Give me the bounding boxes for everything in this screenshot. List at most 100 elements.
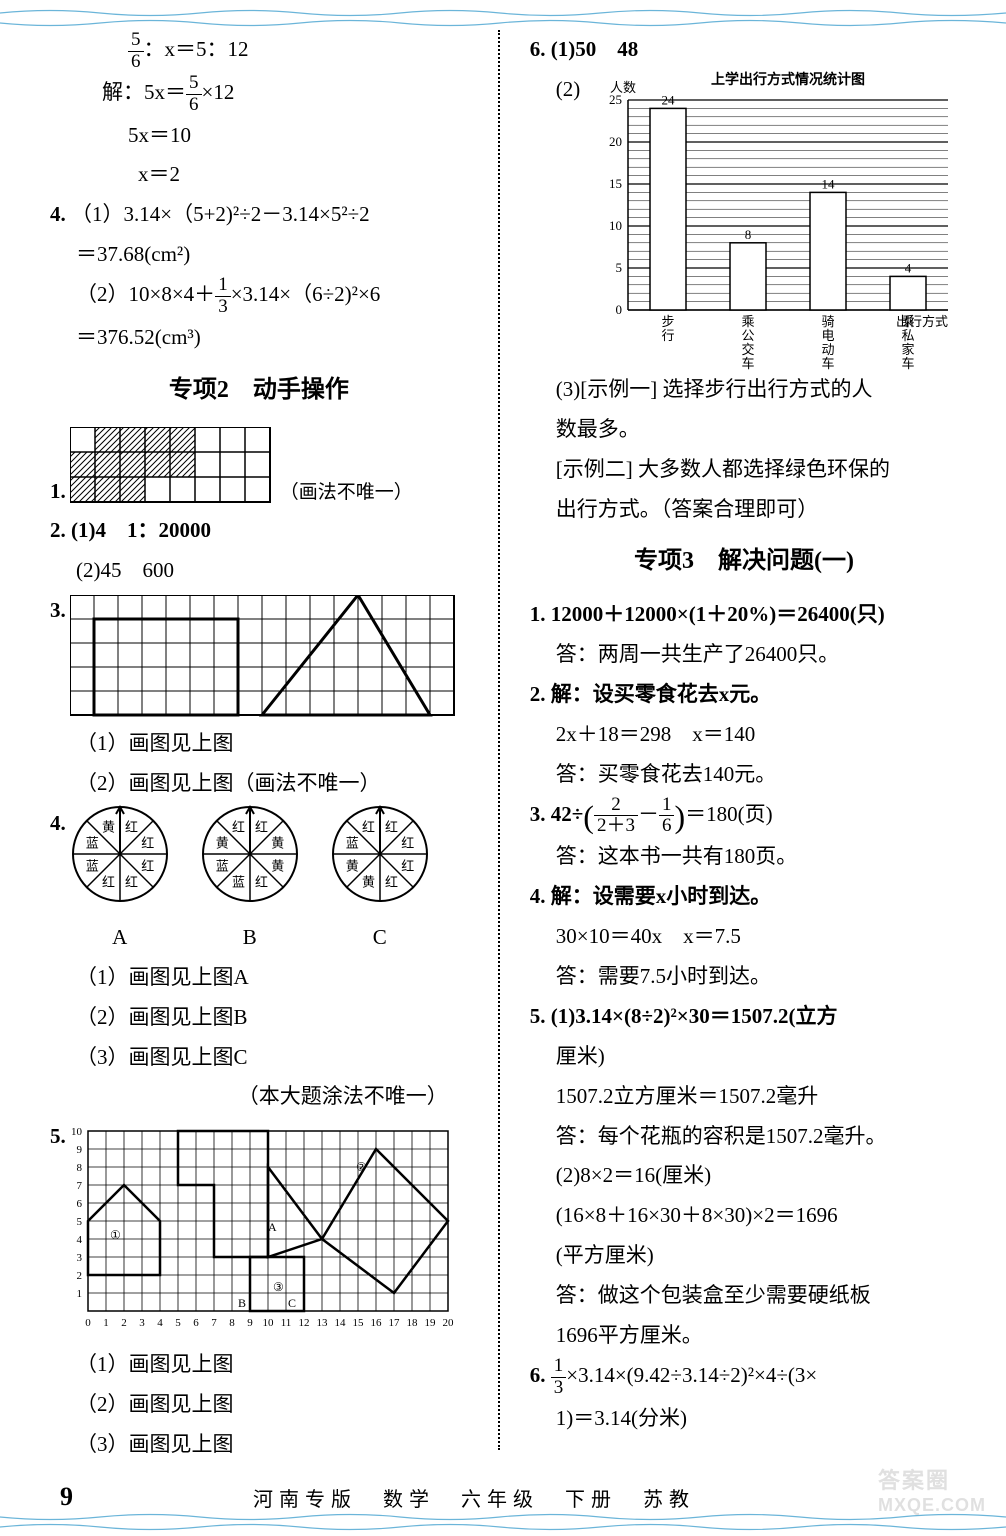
svg-text:9: 9 [76,1144,82,1156]
svg-text:蓝: 蓝 [232,875,245,890]
svg-text:4: 4 [157,1317,163,1329]
s3-q1b: 答：两周一共生产了26400只。 [530,635,959,675]
s3-q2b: 2x＋18＝298 x＝140 [530,715,959,755]
svg-text:黄: 黄 [362,875,375,890]
s3-q4b: 30×10＝40x x＝7.5 [530,917,959,957]
svg-text:25: 25 [609,92,622,107]
svg-text:5: 5 [76,1216,82,1228]
svg-text:8: 8 [76,1162,82,1174]
svg-text:红: 红 [362,819,375,834]
eq1-line: 56：x＝5：12 [50,30,468,73]
svg-text:步: 步 [662,314,675,329]
circle-c: 红红红红黄黄蓝红 [330,804,430,904]
s3-q5e: (2)8×2＝16(厘米) [530,1156,959,1196]
svg-text:C: C [288,1296,296,1310]
svg-text:公: 公 [742,328,755,343]
svg-text:5: 5 [175,1317,181,1329]
s3-q5b: 厘米) [530,1037,959,1077]
page-root: 56：x＝5：12 解：5x＝56×12 5x＝10 x＝2 4. （1）3.1… [0,0,1006,1536]
svg-text:A: A [268,1220,277,1234]
s3-q5f: (16×8＋16×30＋8×30)×2＝1696 [530,1196,959,1236]
svg-text:0: 0 [85,1317,91,1329]
q4-2c: ＝376.52(cm³) [50,318,468,358]
q6-3b: 数最多。 [530,410,959,450]
s3-q5h: 答：做这个包装盒至少需要硬纸板 [530,1276,959,1316]
svg-text:17: 17 [388,1317,400,1329]
svg-text:14: 14 [822,176,836,191]
q6-3d: 出行方式。（答案合理即可） [530,490,959,530]
svg-text:14: 14 [334,1317,346,1329]
svg-text:20: 20 [442,1317,454,1329]
svg-text:10: 10 [71,1126,83,1138]
svg-text:红: 红 [125,875,138,890]
q5-2: （2）画图见上图 [50,1385,468,1425]
content-columns: 56：x＝5：12 解：5x＝56×12 5x＝10 x＝2 4. （1）3.1… [50,30,956,1470]
svg-text:蓝: 蓝 [86,858,99,873]
svg-text:B: B [238,1296,246,1310]
right-column: 6. (1)50 48 (2) 上学出行方式情况统计图人数出行方式0510152… [530,30,959,1470]
label-a: A [70,918,170,958]
svg-text:7: 7 [211,1317,217,1329]
svg-text:5: 5 [616,260,623,275]
svg-text:7: 7 [76,1180,82,1192]
svg-text:1: 1 [76,1288,82,1300]
q4-2a: （2）10×8×4＋13×3.14×（6÷2)²×6 [50,275,468,318]
svg-text:15: 15 [352,1317,364,1329]
s3-q5i: 1696平方厘米。 [530,1316,959,1356]
q4-1a: 4. （1）3.14×（5+2)²÷2－3.14×5²÷2 [50,195,468,235]
svg-text:车: 车 [902,356,915,370]
q2-2: (2)45 600 [50,551,468,591]
svg-text:6: 6 [193,1317,199,1329]
svg-text:0: 0 [616,302,623,317]
svg-text:上学出行方式情况统计图: 上学出行方式情况统计图 [711,71,865,88]
svg-text:私: 私 [902,328,915,343]
svg-text:红: 红 [141,858,154,873]
watermark: 答案圈 MXQE.COM [878,1463,986,1516]
s3-q6a: 6. 13×3.14×(9.42÷3.14÷2)²×4÷(3× [530,1356,959,1399]
q5-1: （1）画图见上图 [50,1345,468,1385]
s3-q3a: 3. 42÷(22＋3－16)＝180(页) [530,795,959,838]
s3-q4c: 答：需要7.5小时到达。 [530,957,959,997]
q6-2-row: (2) 上学出行方式情况统计图人数出行方式051015202524步行8乘公交车… [530,70,959,370]
q1-row: 1. （画法不唯一） [50,423,468,511]
svg-text:20: 20 [609,134,622,149]
q1-grid-figure [70,427,280,507]
svg-text:动: 动 [822,342,835,357]
eq2-line: 解：5x＝56×12 [50,73,468,116]
svg-text:车: 车 [742,356,755,370]
svg-text:行: 行 [662,328,675,343]
column-divider [498,30,500,1450]
bottom-wave-1 [0,1522,1006,1532]
bar-chart: 上学出行方式情况统计图人数出行方式051015202524步行8乘公交车14骑电… [588,70,958,370]
svg-text:黄: 黄 [271,835,284,850]
s3-q5c: 1507.2立方厘米＝1507.2毫升 [530,1077,959,1117]
q3-grid-figure [70,595,460,720]
bottom-wave-2 [0,1512,1006,1522]
svg-text:8: 8 [229,1317,235,1329]
svg-text:家: 家 [902,342,915,357]
svg-text:红: 红 [385,875,398,890]
q4-sub3: （3）画图见上图C [50,1038,468,1078]
section2-title: 专项2 动手操作 [50,368,468,414]
svg-text:黄: 黄 [102,819,115,834]
q4-row: 4. 红红红红红蓝蓝黄 A 红黄黄红蓝蓝黄红 B 红红红红黄黄蓝红 C [50,804,468,958]
footer-text: 河南专版 数学 六年级 下册 苏教 [253,1483,695,1512]
svg-text:4: 4 [76,1234,82,1246]
q4-sub1: （1）画图见上图A [50,958,468,998]
svg-text:红: 红 [125,819,138,834]
svg-text:红: 红 [401,858,414,873]
svg-text:蓝: 蓝 [346,835,359,850]
svg-text:红: 红 [232,819,245,834]
svg-text:①: ① [110,1228,121,1242]
svg-text:红: 红 [102,875,115,890]
svg-text:15: 15 [609,176,622,191]
svg-text:蓝: 蓝 [216,858,229,873]
svg-text:③: ③ [273,1280,284,1294]
svg-text:黄: 黄 [216,835,229,850]
eq4-line: x＝2 [50,155,468,195]
q4-note: （本大题涂法不唯一） [50,1077,468,1117]
svg-text:蓝: 蓝 [86,835,99,850]
q6-3a: (3)[示例一] 选择步行出行方式的人 [530,370,959,410]
section3-title: 专项3 解决问题(一) [530,539,959,585]
svg-text:红: 红 [401,835,414,850]
